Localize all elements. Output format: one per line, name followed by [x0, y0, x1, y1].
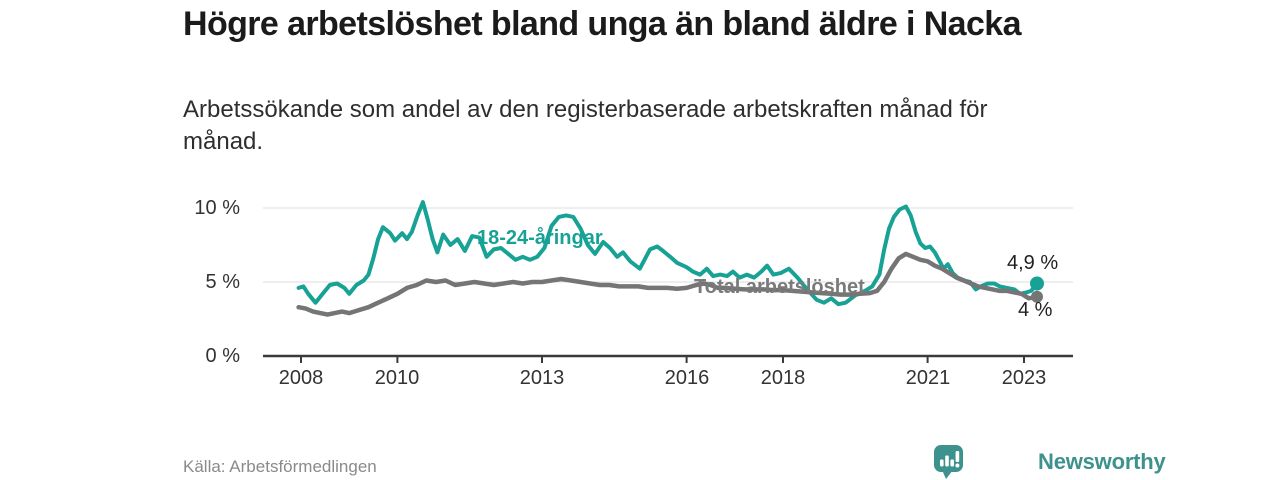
x-tick-label-2013: 2013	[519, 367, 565, 389]
newsworthy-logo-icon	[934, 445, 963, 479]
y-tick-label-10: 10 %	[194, 197, 240, 219]
source-credit: Källa: Arbetsförmedlingen	[183, 457, 377, 476]
end-value-label-total: 4 %	[1018, 299, 1053, 321]
x-tick-label-2023: 2023	[1001, 367, 1047, 389]
subtitle-line-1: Arbetssökande som andel av den registerb…	[183, 96, 988, 123]
x-tick-label-2021: 2021	[905, 367, 951, 389]
y-tick-label-5: 5 %	[205, 271, 240, 293]
chart-subtitle: Arbetssökande som andel av den registerb…	[183, 94, 1163, 158]
series-label-total: Total arbetslöshet	[694, 276, 865, 298]
end-dot-0	[1030, 276, 1044, 291]
end-dot-1	[1031, 290, 1043, 303]
newsworthy-brand-name: Newsworthy	[1038, 449, 1166, 474]
end-value-label-young: 4,9 %	[1007, 252, 1059, 274]
y-tick-label-0: 0 %	[205, 345, 240, 367]
series-line-1	[296, 251, 1040, 317]
series-line-0	[296, 200, 1039, 307]
page-title: Högre arbetslöshet bland unga än bland ä…	[183, 5, 1022, 43]
x-tick-label-2010: 2010	[374, 367, 420, 389]
series-label-young: 18-24-åringar	[477, 227, 603, 249]
subtitle-line-2: månad.	[183, 128, 264, 155]
x-tick-label-2018: 2018	[760, 367, 806, 389]
x-tick-label-2016: 2016	[664, 367, 710, 389]
x-tick-label-2008: 2008	[278, 367, 324, 389]
